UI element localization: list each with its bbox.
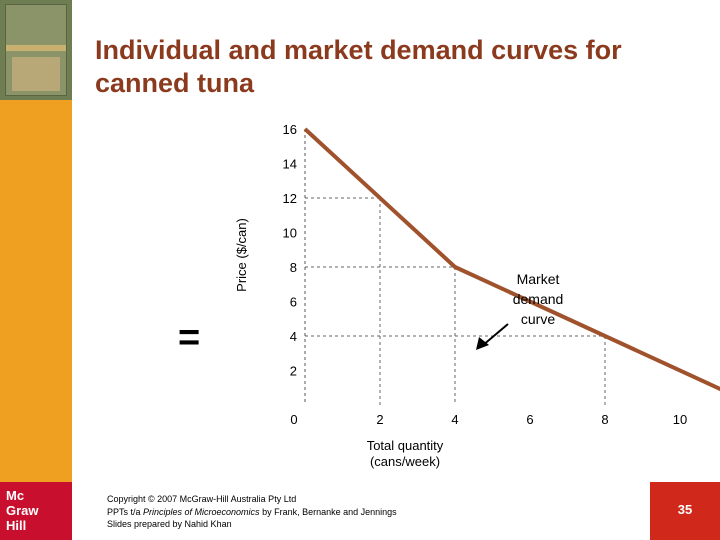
annotation-label: curve — [521, 311, 555, 327]
logo-line: Hill — [6, 518, 27, 533]
logo-text: Mc Graw Hill — [6, 488, 66, 533]
logo-line: Mc — [6, 488, 25, 503]
x-tick-label: 6 — [526, 412, 533, 427]
mcgraw-hill-logo: Mc Graw Hill — [0, 482, 72, 540]
ppts-prefix: PPTs t/a — [107, 506, 144, 517]
y-tick-label: 12 — [283, 191, 297, 206]
copyright-block: Copyright © 2007 McGraw-Hill Australia P… — [107, 493, 397, 531]
x-axis-label: (cans/week) — [370, 454, 440, 469]
x-tick-label: 4 — [451, 412, 458, 427]
annotation-label: demand — [513, 291, 564, 307]
ppts-book: Principles of Microeconomics — [143, 506, 260, 517]
book-stripe — [6, 45, 66, 51]
copyright-line: Copyright © 2007 McGraw-Hill Australia P… — [107, 494, 297, 504]
annotation-arrow-head — [476, 337, 489, 350]
x-tick-label: 8 — [601, 412, 608, 427]
sidebar: Mc Graw Hill — [0, 0, 72, 540]
y-tick-label: 10 — [283, 226, 297, 241]
ppts-line: PPTs t/a Principles of Microeconomics by… — [107, 506, 397, 519]
y-axis-label: Price ($/can) — [234, 218, 249, 292]
x-axis-label: Total quantity — [367, 438, 444, 453]
y-tick-label: 4 — [290, 329, 297, 344]
y-tick-label: 14 — [283, 157, 297, 172]
y-tick-label: 6 — [290, 295, 297, 310]
x-tick-label: 0 — [290, 412, 297, 427]
equals-sign: = — [178, 317, 201, 359]
annotation-label: Market — [517, 271, 560, 287]
y-tick-label: 8 — [290, 260, 297, 275]
sidebar-top — [0, 0, 72, 100]
page-number-box: 35 — [650, 482, 720, 540]
demand-curve-line — [303, 127, 720, 392]
logo-line: Graw — [6, 503, 39, 518]
annotation-arrow-line — [481, 323, 509, 347]
slide-title: Individual and market demand curves for … — [95, 35, 622, 98]
book-photo — [12, 57, 60, 91]
y-tick-label: 2 — [290, 364, 297, 379]
y-tick-label: 16 — [283, 122, 297, 137]
book-cover-image — [5, 4, 67, 96]
page-number: 35 — [677, 502, 693, 517]
ppts-suffix: by Frank, Bernanke and Jennings — [259, 506, 397, 517]
x-tick-label: 2 — [376, 412, 383, 427]
slides-by-line: Slides prepared by Nahid Khan — [107, 519, 232, 529]
x-tick-label: 10 — [673, 412, 687, 427]
